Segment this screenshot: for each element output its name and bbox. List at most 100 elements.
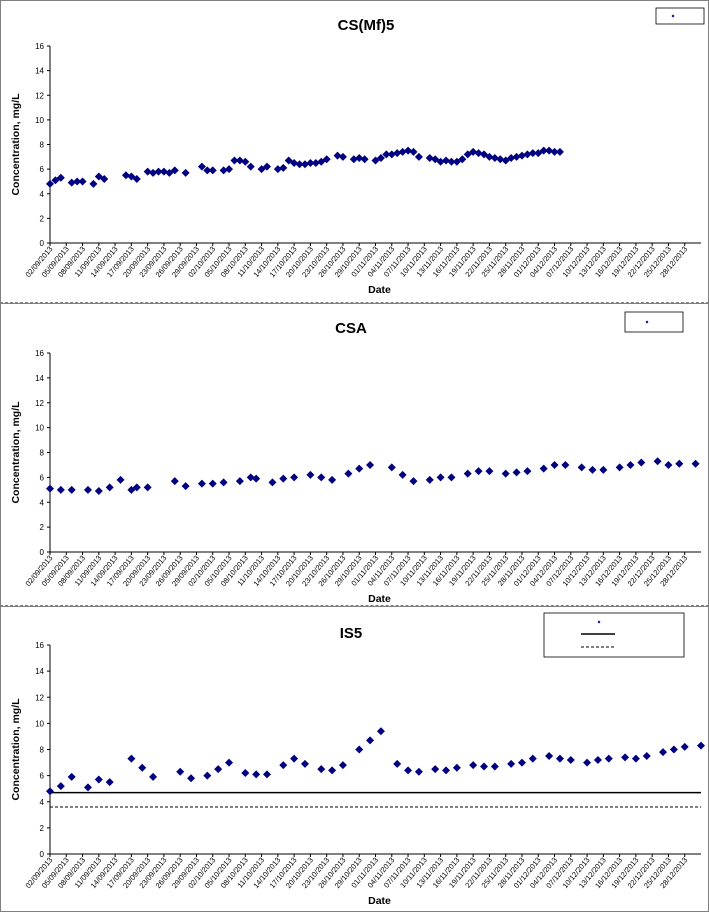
data-point [404, 766, 413, 775]
data-point [577, 463, 586, 472]
data-point [387, 463, 396, 472]
data-point [436, 157, 445, 166]
data-point [241, 769, 250, 778]
data-point [463, 469, 472, 478]
y-tick-label: 0 [40, 239, 45, 248]
data-point [360, 155, 369, 164]
data-point [328, 766, 337, 775]
data-point [252, 770, 261, 779]
data-point [615, 463, 624, 472]
y-tick-label: 4 [40, 498, 45, 507]
data-point [436, 473, 445, 482]
data-point [366, 736, 375, 745]
legend-box [543, 612, 685, 658]
data-point [545, 146, 554, 155]
data-point [414, 767, 423, 776]
legend-marker [671, 14, 675, 18]
y-tick-label: 10 [35, 116, 44, 125]
data-point [181, 168, 190, 177]
data-point [322, 155, 331, 164]
data-point [664, 460, 673, 469]
data-point [425, 154, 434, 163]
chart-csa: CSA Concentration, mg/L Date 0 2 4 6 8 10 12 14… [10, 311, 701, 605]
data-point [56, 782, 65, 791]
y-tick-label: 8 [40, 141, 45, 150]
data-point [545, 752, 554, 761]
data-point [447, 157, 456, 166]
data-point [268, 478, 277, 487]
data-point [642, 752, 651, 761]
data-point [56, 485, 65, 494]
y-tick-label: 6 [40, 165, 45, 174]
data-point [214, 765, 223, 774]
y-tick-label: 16 [35, 641, 44, 650]
y-tick-label: 12 [35, 693, 44, 702]
data-point [621, 753, 630, 762]
y-axis-label: Concentration, mg/L [10, 93, 22, 196]
data-point [300, 759, 309, 768]
chart-title: CSA [335, 320, 367, 337]
data-point [604, 754, 613, 763]
data-point [225, 758, 234, 767]
data-point [490, 762, 499, 771]
data-point [501, 469, 510, 478]
data-point [46, 484, 54, 493]
data-point [539, 464, 548, 473]
data-point [349, 155, 358, 164]
legend-box [655, 7, 705, 25]
data-point [338, 761, 347, 770]
data-point [208, 166, 217, 175]
data-point [333, 151, 342, 160]
data-point [121, 171, 130, 180]
data-point [56, 173, 65, 182]
data-point [230, 156, 239, 165]
data-point [67, 485, 76, 494]
data-point [376, 727, 385, 736]
data-point [404, 146, 413, 155]
data-point [132, 483, 141, 492]
data-point [485, 152, 494, 161]
y-tick-label: 8 [40, 746, 45, 755]
data-point [355, 745, 364, 754]
y-tick-label: 4 [40, 190, 45, 199]
data-point [127, 754, 136, 763]
data-point [469, 147, 478, 156]
data-point [387, 150, 396, 159]
data-point [154, 167, 163, 176]
data-point [263, 162, 271, 171]
data-point [442, 766, 451, 775]
data-point [398, 470, 407, 479]
data-point [143, 167, 152, 176]
data-point [469, 761, 478, 770]
data-point [105, 483, 114, 492]
legend-marker [645, 320, 649, 324]
data-point [523, 467, 532, 476]
data-point [246, 473, 255, 482]
data-point [116, 475, 125, 484]
data-point [252, 474, 261, 483]
data-point [235, 477, 244, 486]
data-point [376, 154, 385, 163]
data-point [669, 745, 678, 754]
data-point [219, 478, 228, 487]
data-point [512, 468, 521, 477]
y-tick-label: 10 [35, 719, 44, 728]
chart-panel-csa: CSA Concentration, mg/L Date 0 2 4 6 8 10 12 14… [0, 303, 709, 606]
data-point [138, 763, 147, 772]
data-point [588, 465, 597, 474]
data-point [659, 748, 668, 757]
data-point [517, 758, 526, 767]
data-point [490, 154, 499, 163]
y-tick-label: 16 [35, 42, 44, 51]
legend-box [624, 311, 684, 333]
data-point [181, 482, 190, 491]
y-tick-label: 0 [40, 548, 45, 557]
legend-marker [597, 620, 601, 624]
y-tick-label: 8 [40, 449, 45, 458]
data-point [550, 460, 559, 469]
data-point [382, 150, 391, 159]
data-point [593, 755, 602, 764]
data-point [306, 470, 315, 479]
y-tick-label: 16 [35, 349, 44, 358]
data-point [653, 457, 662, 466]
